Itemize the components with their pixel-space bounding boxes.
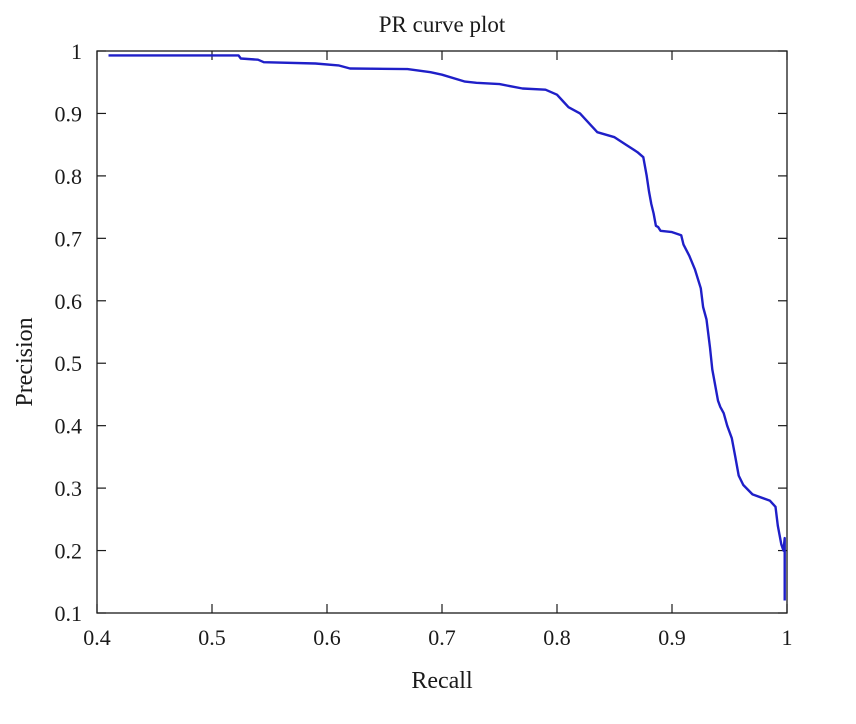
y-tick-label: 0.5 [55, 351, 83, 376]
axis-ticks [96, 50, 788, 614]
plot-frame [96, 50, 788, 614]
x-tick-label: 0.8 [543, 625, 571, 650]
y-tick-label: 0.3 [55, 476, 83, 501]
x-tick-label: 0.6 [313, 625, 341, 650]
x-axis-label: Recall [411, 668, 473, 694]
x-tick-label: 1 [782, 625, 793, 650]
pr-curve-line [108, 54, 786, 601]
x-tick-label: 0.7 [428, 625, 456, 650]
y-tick-label: 0.4 [55, 414, 83, 439]
y-tick-label: 0.6 [55, 289, 83, 314]
y-tick-label: 0.8 [55, 164, 83, 189]
y-tick-label: 0.9 [55, 101, 83, 126]
axis-tick-labels: 0.4 0.5 0.6 0.7 0.8 0.9 1 0.1 0.2 0.3 0.4 0.5 0.6 0.7… [55, 39, 793, 650]
y-tick-label: 1 [71, 39, 82, 64]
y-tick-label: 0.7 [55, 226, 83, 251]
x-tick-label: 0.4 [83, 625, 111, 650]
y-tick-label: 0.1 [55, 601, 83, 626]
x-tick-label: 0.9 [658, 625, 686, 650]
y-axis-label: Precision [12, 317, 38, 406]
chart-title: PR curve plot [379, 12, 506, 37]
y-tick-label: 0.2 [55, 539, 83, 564]
x-tick-label: 0.5 [198, 625, 226, 650]
